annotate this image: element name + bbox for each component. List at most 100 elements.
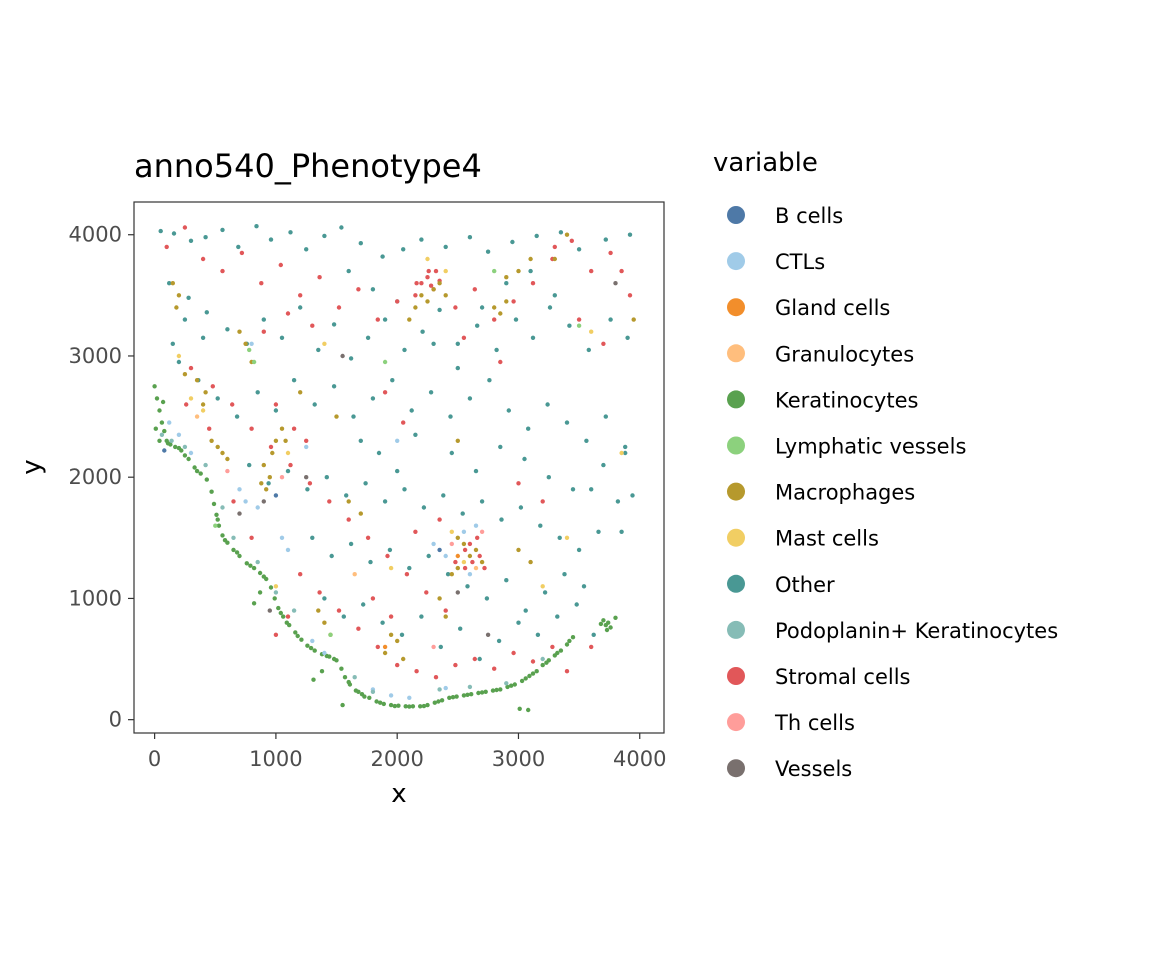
point-keratinocytes <box>604 627 610 633</box>
point-vessels <box>340 353 345 359</box>
point-ctls <box>255 505 260 510</box>
point-macrophages <box>467 553 473 559</box>
point-other <box>428 390 434 395</box>
point-stromal-cells <box>304 438 309 443</box>
point-other <box>516 620 521 625</box>
point-keratinocytes <box>613 615 618 620</box>
point-stromal-cells <box>375 317 380 322</box>
legend-label-macrophages: Macrophages <box>775 481 915 505</box>
point-stromal-cells <box>261 329 266 334</box>
point-other <box>455 341 460 346</box>
legend-key-b-cells <box>727 206 745 224</box>
point-stromal-cells <box>327 499 332 504</box>
point-other <box>627 232 633 237</box>
point-stromal-cells <box>285 614 291 619</box>
point-keratinocytes <box>215 517 220 522</box>
point-stromal-cells <box>210 384 215 389</box>
point-keratinocytes <box>450 695 456 700</box>
point-other <box>449 450 454 456</box>
point-keratinocytes <box>237 553 242 559</box>
point-keratinocytes <box>374 699 379 704</box>
point-other <box>458 626 463 631</box>
point-mast-cells <box>388 565 394 571</box>
point-macrophages <box>437 281 442 286</box>
point-other <box>589 487 594 492</box>
point-keratinocytes <box>220 533 225 538</box>
point-macrophages <box>209 438 214 443</box>
point-ctls <box>395 438 400 443</box>
point-mast-cells <box>449 529 454 534</box>
point-keratinocytes <box>305 643 310 648</box>
point-stromal-cells <box>278 262 283 268</box>
point-other <box>506 408 511 413</box>
point-macrophages <box>443 614 448 619</box>
point-keratinocytes <box>251 601 257 606</box>
point-keratinocytes <box>608 625 613 630</box>
point-granulocytes <box>194 414 200 419</box>
legend-label-keratinocytes: Keratinocytes <box>775 388 918 412</box>
point-other <box>477 656 482 662</box>
point-ctls <box>443 553 448 559</box>
legend: B cells CTLs Gland cells Granulocytes Kerati… <box>727 204 1058 781</box>
point-keratinocytes <box>159 420 165 425</box>
point-other <box>498 444 503 450</box>
point-stromal-cells <box>164 244 169 250</box>
point-other <box>329 553 334 559</box>
point-keratinocytes <box>153 426 158 431</box>
point-macrophages <box>270 450 275 456</box>
point-keratinocytes <box>311 677 316 682</box>
point-keratinocytes <box>509 683 514 688</box>
point-mast-cells <box>564 535 570 540</box>
point-other <box>473 468 479 474</box>
legend-label-podoplanin-keratinocytes: Podoplanin+ Keratinocytes <box>775 619 1058 643</box>
point-ctls <box>467 572 473 577</box>
point-macrophages <box>395 638 400 644</box>
point-keratinocytes <box>231 547 236 553</box>
point-other <box>304 247 309 252</box>
point-keratinocytes <box>356 689 361 694</box>
point-macrophages <box>498 311 503 316</box>
point-stromal-cells <box>365 535 371 540</box>
point-keratinocytes <box>432 700 437 705</box>
point-ctls <box>388 693 394 698</box>
point-macrophages <box>261 462 266 468</box>
point-macrophages <box>492 305 497 310</box>
point-macrophages <box>322 620 327 625</box>
point-stromal-cells <box>576 317 582 322</box>
point-other <box>382 317 388 322</box>
legend-key-vessels <box>727 759 745 778</box>
point-keratinocytes <box>198 471 203 476</box>
legend-label-vessels: Vessels <box>775 757 852 781</box>
point-ctls <box>285 547 291 553</box>
point-mast-cells <box>322 341 327 346</box>
point-stromal-cells <box>461 335 467 340</box>
point-keratinocytes <box>494 687 499 693</box>
point-keratinocytes <box>403 704 408 709</box>
plot-panel <box>133 201 665 734</box>
point-other <box>504 281 509 286</box>
point-other <box>603 414 608 419</box>
point-keratinocytes <box>512 682 517 687</box>
point-macrophages <box>455 438 460 443</box>
point-keratinocytes <box>216 523 222 528</box>
point-ctls <box>243 499 248 504</box>
point-other <box>363 481 368 486</box>
point-mast-cells <box>188 396 194 401</box>
point-keratinocytes <box>367 695 372 700</box>
point-other <box>522 456 527 462</box>
point-lymphatic-vessels <box>576 323 582 328</box>
point-vessels <box>613 281 618 286</box>
point-stromal-cells <box>453 559 458 565</box>
point-keratinocytes <box>324 653 329 659</box>
point-stromal-cells <box>453 305 458 310</box>
point-macrophages <box>358 511 363 516</box>
point-other <box>445 572 451 577</box>
point-other <box>310 535 315 540</box>
point-other <box>368 559 373 565</box>
point-other <box>401 247 406 252</box>
point-other <box>322 596 327 601</box>
point-keratinocytes <box>173 444 178 450</box>
point-other <box>535 632 541 637</box>
point-other <box>619 529 624 534</box>
point-keratinocytes <box>182 453 188 458</box>
